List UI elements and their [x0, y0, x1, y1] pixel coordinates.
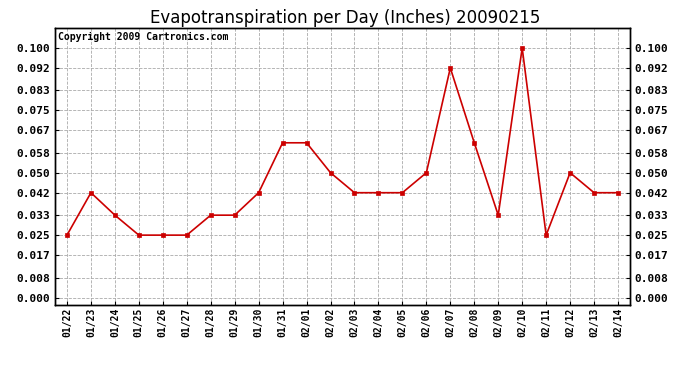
- Text: Evapotranspiration per Day (Inches) 20090215: Evapotranspiration per Day (Inches) 2009…: [150, 9, 540, 27]
- Text: Copyright 2009 Cartronics.com: Copyright 2009 Cartronics.com: [58, 32, 228, 42]
